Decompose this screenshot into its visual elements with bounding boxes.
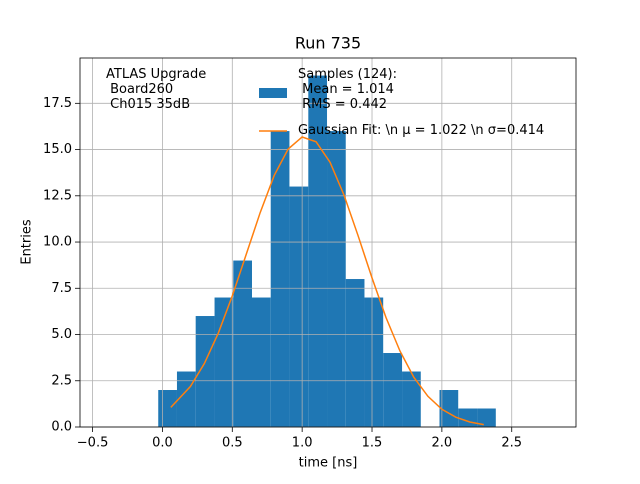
x-tick-label: 1.0 [292, 436, 313, 451]
histogram-bar [176, 371, 196, 427]
y-tick-label: 5.0 [51, 327, 72, 342]
x-tick-label: 2.0 [432, 436, 453, 451]
y-tick-label: 12.5 [43, 188, 72, 203]
y-tick-label: 17.5 [43, 96, 72, 111]
histogram-bar [308, 75, 328, 428]
x-tick-label: 0.5 [222, 436, 243, 451]
fit-line [170, 136, 484, 426]
histogram-bar [327, 131, 346, 427]
histogram-bar [289, 186, 309, 427]
histogram-bar [270, 131, 290, 427]
x-tick-label: 2.5 [501, 436, 522, 451]
histogram-bar [233, 260, 252, 427]
histogram-bar [251, 297, 271, 427]
annotation: ATLAS Upgrade Board260 Ch015 35dB [106, 67, 207, 112]
histogram-bar [345, 279, 365, 427]
y-tick-label: 2.5 [51, 373, 72, 388]
histogram-bar [364, 297, 384, 427]
histogram-bar [439, 390, 459, 427]
histogram-bar [402, 371, 421, 427]
histogram-bar [477, 408, 496, 427]
x-axis-label: time [ns] [299, 456, 358, 471]
histogram-bar [383, 353, 403, 427]
histogram-bar [195, 316, 215, 427]
x-tick-label: −0.5 [77, 436, 109, 451]
legend-label: Samples (124): Mean = 1.014 RMS = 0.442 [298, 67, 397, 112]
histogram-bar [158, 390, 177, 427]
y-tick-label: 15.0 [43, 142, 72, 157]
legend-label: Gaussian Fit: \n μ = 1.022 \n σ=0.414 [298, 123, 545, 138]
axes-frame [79, 57, 577, 428]
x-tick-label: 0.0 [152, 436, 173, 451]
chart-title: Run 735 [295, 34, 361, 53]
y-tick-label: 10.0 [43, 235, 72, 250]
x-tick-label: 1.5 [362, 436, 383, 451]
histogram-bar [458, 408, 478, 427]
y-tick-label: 7.5 [51, 281, 72, 296]
y-axis-label: Entries [20, 219, 35, 265]
legend-patch [259, 88, 287, 98]
y-tick-label: 0.0 [51, 420, 72, 435]
legend-swatches [259, 88, 287, 132]
